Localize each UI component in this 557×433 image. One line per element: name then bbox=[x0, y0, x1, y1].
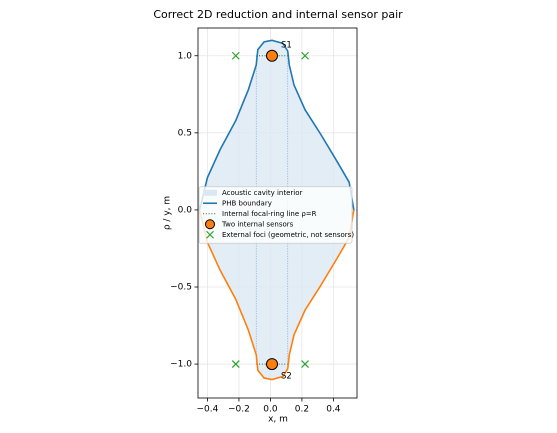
y-tick-label: −0.5 bbox=[170, 283, 192, 293]
x-tick-label: −0.2 bbox=[228, 405, 250, 415]
legend-label: Two internal sensors bbox=[221, 220, 294, 228]
legend-label: Acoustic cavity interior bbox=[222, 189, 303, 197]
sensor-label: S1 bbox=[281, 40, 292, 50]
cavity-fill bbox=[200, 40, 354, 210]
x-axis-label: x, m bbox=[268, 415, 288, 425]
y-tick-label: 1.0 bbox=[178, 51, 193, 61]
legend-label: External foci (geometric, not sensors) bbox=[222, 231, 354, 239]
sensor-marker bbox=[266, 50, 277, 61]
y-tick-label: 0.5 bbox=[178, 128, 192, 138]
sensor-label: S2 bbox=[281, 372, 292, 382]
y-tick-label: −1.0 bbox=[170, 360, 192, 370]
legend-label: PHB boundary bbox=[222, 199, 272, 207]
y-axis-label: ρ / y, m bbox=[163, 196, 173, 230]
y-tick-label: 0.0 bbox=[178, 205, 193, 215]
x-tick-label: 0.0 bbox=[263, 405, 278, 415]
x-tick-label: −0.4 bbox=[197, 405, 219, 415]
sensor-marker bbox=[266, 359, 277, 370]
chart-title: Correct 2D reduction and internal sensor… bbox=[153, 8, 403, 21]
legend-swatch bbox=[206, 220, 215, 229]
legend: Acoustic cavity interior PHB boundary Inte… bbox=[199, 187, 354, 244]
legend-label: Internal focal-ring line ρ=R bbox=[222, 210, 317, 218]
legend-swatch bbox=[203, 190, 217, 196]
x-tick-label: 0.2 bbox=[295, 405, 309, 415]
x-tick-label: 0.4 bbox=[326, 405, 341, 415]
